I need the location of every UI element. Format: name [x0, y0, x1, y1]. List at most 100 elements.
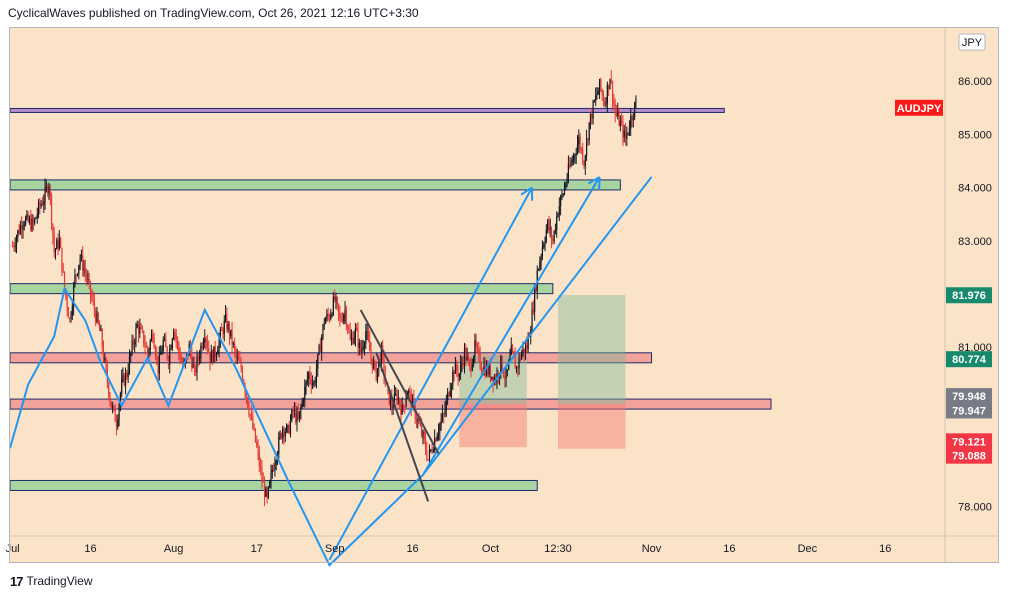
- candle-body: [76, 273, 79, 275]
- candle-body: [397, 398, 399, 401]
- candle-body: [173, 331, 175, 340]
- candle-body: [469, 359, 471, 365]
- candle-body: [154, 347, 157, 356]
- candle-body: [84, 268, 86, 274]
- candle-body: [110, 401, 112, 409]
- candle-body: [360, 342, 362, 354]
- x-tick-label: Sep: [325, 543, 345, 555]
- candle-body: [218, 339, 220, 351]
- candle-body: [230, 329, 232, 337]
- candle-body: [178, 343, 180, 354]
- candle-body: [454, 363, 457, 374]
- candle-body: [592, 101, 594, 119]
- candle-body: [21, 225, 23, 230]
- candle-body: [628, 128, 631, 133]
- candle-body: [93, 300, 96, 311]
- candle-body: [421, 425, 423, 436]
- x-tick-label: Oct: [482, 543, 499, 555]
- candle-body: [241, 368, 244, 381]
- candle-body: [567, 164, 570, 179]
- candle-body: [166, 347, 168, 358]
- candle-body: [313, 382, 315, 384]
- candle-body: [610, 79, 612, 82]
- candle-body: [148, 350, 150, 354]
- price-badge-text: 80.774: [952, 354, 987, 366]
- candle-body: [37, 202, 40, 215]
- candle-body: [552, 238, 554, 241]
- candle-body: [589, 113, 592, 123]
- candle-body: [318, 345, 320, 355]
- candle-body: [175, 333, 177, 340]
- candle-body: [288, 425, 290, 434]
- candle-body: [295, 409, 297, 423]
- candle-body: [587, 139, 589, 141]
- channel-line-1: [375, 352, 430, 502]
- candle-body: [111, 406, 114, 409]
- candle-body: [560, 196, 562, 207]
- candle-body: [337, 303, 340, 313]
- candle-body: [254, 428, 257, 442]
- candle-body: [117, 419, 119, 428]
- candle-body: [40, 204, 42, 207]
- candle-body: [63, 271, 66, 289]
- candle-body: [228, 324, 231, 337]
- candle-body: [452, 371, 454, 385]
- candle-body: [470, 364, 472, 371]
- candle-body: [518, 357, 520, 368]
- candle-body: [22, 225, 24, 230]
- candle-body: [136, 324, 138, 328]
- zone-purple-0: [9, 107, 725, 113]
- candle-body: [140, 327, 142, 329]
- candle-body: [522, 348, 524, 353]
- candle-body: [130, 352, 132, 357]
- candle-body: [283, 428, 285, 436]
- y-tick-label: 84.000: [958, 183, 992, 195]
- x-tick-label: 17: [251, 543, 263, 555]
- candle-body: [249, 414, 251, 416]
- candle-body: [66, 296, 68, 309]
- candle-body: [270, 472, 272, 481]
- candle-body: [341, 320, 344, 322]
- candle-body: [526, 345, 528, 350]
- candle-body: [65, 288, 67, 297]
- candle-body: [257, 446, 259, 452]
- candle-body: [426, 450, 428, 460]
- candle-body: [170, 347, 172, 350]
- candle-body: [435, 438, 437, 441]
- wave-arrow-1: [328, 187, 533, 561]
- candle-body: [83, 268, 85, 271]
- candle-body: [609, 79, 611, 90]
- candle-body: [467, 356, 470, 360]
- price-badge: [946, 388, 992, 405]
- candle-body: [193, 364, 196, 367]
- candle-body: [545, 230, 547, 242]
- candle-body: [149, 340, 151, 351]
- candle-body: [36, 214, 38, 218]
- candle-body: [327, 313, 329, 316]
- price-badge-text: 79.948: [952, 391, 986, 403]
- candle-body: [297, 412, 299, 419]
- candle-body: [41, 204, 44, 206]
- candle-body: [271, 469, 273, 473]
- candle-body: [113, 406, 115, 408]
- candle-body: [32, 218, 34, 224]
- candle-body: [478, 348, 480, 353]
- x-tick-label: 16: [879, 543, 891, 555]
- candle-body: [205, 338, 207, 342]
- candle-body: [14, 245, 16, 247]
- candle-body: [135, 327, 137, 343]
- candle-body: [289, 420, 292, 434]
- candle-body: [600, 79, 602, 90]
- candle-body: [511, 345, 514, 352]
- x-tick-label: Aug: [164, 543, 184, 555]
- candle-body: [286, 425, 288, 432]
- candle-body: [515, 367, 518, 369]
- candle-body: [180, 360, 183, 362]
- candle-body: [585, 139, 588, 156]
- candle-body: [489, 366, 492, 379]
- candle-body: [176, 339, 179, 344]
- candle-body: [439, 424, 441, 432]
- candle-body: [95, 310, 97, 322]
- candle-body: [534, 287, 536, 312]
